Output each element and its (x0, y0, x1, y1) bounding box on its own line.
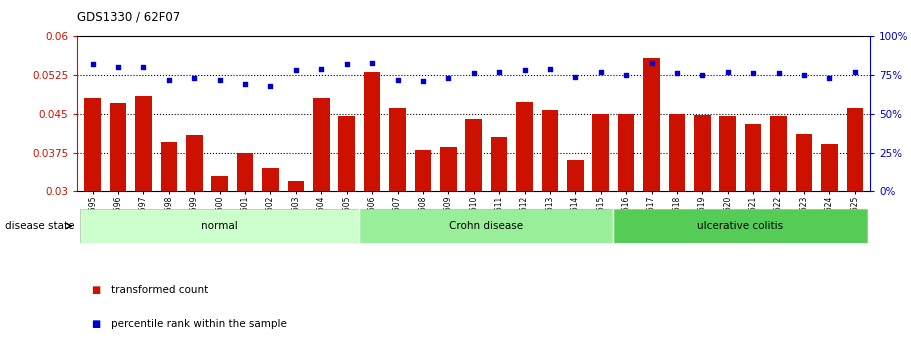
Point (263, 83, 278, 89)
Point (822, 75, 836, 81)
Text: Crohn disease: Crohn disease (449, 221, 524, 231)
Point (187, 75, 201, 81)
Point (238, 81, 252, 87)
Point (161, 77, 176, 82)
Point (492, 69, 507, 75)
Point (466, 71, 481, 76)
Bar (567, 160, 584, 345)
Text: normal: normal (201, 221, 238, 231)
Bar (363, 72, 381, 345)
Point (314, 66, 329, 71)
Point (340, 61, 354, 67)
Bar (85, 98, 101, 345)
Point (772, 71, 786, 76)
Bar (415, 150, 431, 345)
Point (390, 77, 404, 82)
Bar (613, 209, 867, 243)
Bar (771, 117, 787, 345)
Point (212, 77, 227, 82)
Point (86, 61, 100, 67)
Text: disease state: disease state (5, 221, 74, 231)
Bar (237, 152, 253, 345)
Bar (491, 137, 507, 345)
Point (441, 75, 456, 81)
Bar (846, 108, 863, 345)
Point (568, 74, 583, 79)
Point (721, 69, 735, 75)
Bar (313, 98, 330, 345)
Text: ulcerative colitis: ulcerative colitis (698, 221, 783, 231)
Point (670, 71, 684, 76)
Point (644, 60, 659, 65)
Bar (745, 124, 762, 345)
Bar (110, 104, 127, 345)
Text: percentile rank within the sample: percentile rank within the sample (111, 319, 287, 329)
Bar (262, 168, 279, 345)
Bar (160, 142, 177, 345)
Bar (211, 176, 228, 345)
Bar (339, 117, 355, 345)
Bar (618, 114, 634, 345)
Point (415, 78, 430, 84)
Bar (592, 114, 609, 345)
Bar (360, 209, 613, 243)
Bar (795, 134, 813, 345)
Text: ■: ■ (91, 285, 100, 295)
Point (543, 66, 558, 71)
Bar (288, 181, 304, 345)
Bar (542, 110, 558, 345)
Point (111, 65, 126, 70)
Point (796, 72, 811, 78)
Point (619, 72, 633, 78)
Point (517, 68, 532, 73)
Bar (694, 115, 711, 345)
Bar (440, 148, 456, 345)
Text: GDS1330 / 62F07: GDS1330 / 62F07 (77, 10, 180, 23)
Point (289, 68, 303, 73)
Bar (80, 209, 360, 243)
Bar (466, 119, 482, 345)
Point (695, 72, 710, 78)
Point (746, 71, 761, 76)
Bar (517, 102, 533, 345)
Bar (821, 144, 837, 345)
Bar (720, 117, 736, 345)
Text: ■: ■ (91, 319, 100, 329)
Point (847, 69, 862, 75)
Bar (389, 108, 405, 345)
Point (364, 60, 379, 65)
Text: transformed count: transformed count (111, 285, 209, 295)
Bar (643, 58, 660, 345)
Bar (135, 96, 152, 345)
Bar (186, 135, 202, 345)
Point (593, 69, 608, 75)
Point (137, 65, 151, 70)
Bar (669, 114, 685, 345)
